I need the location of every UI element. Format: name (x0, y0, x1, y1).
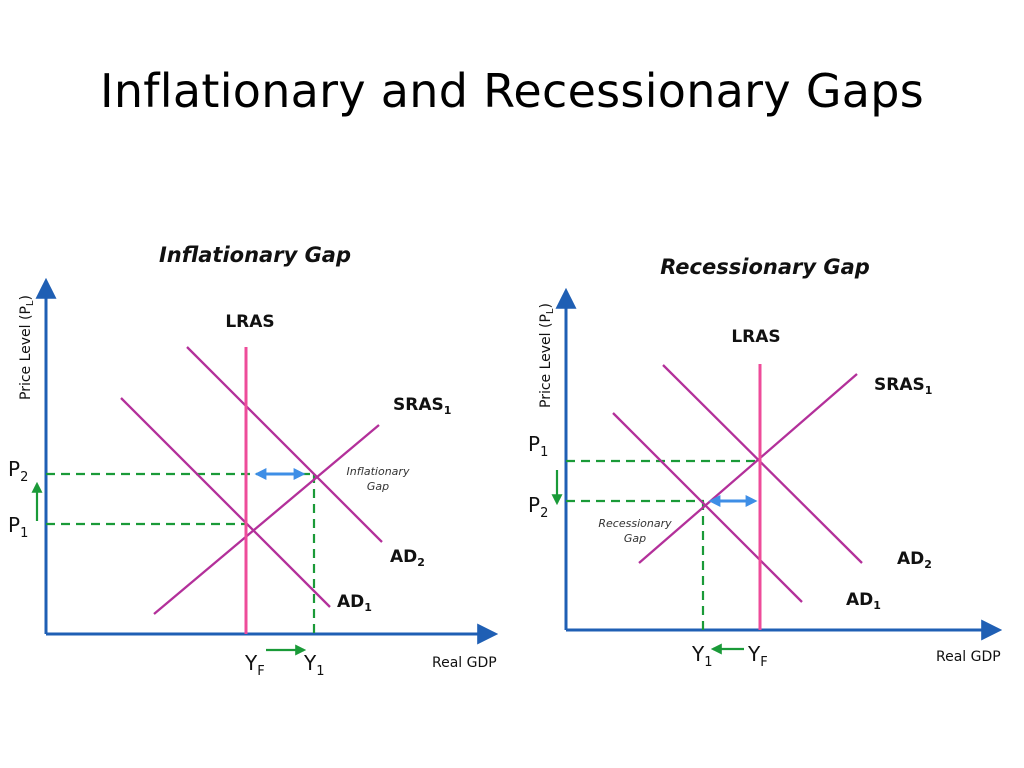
recessionary-gap-label-line1: Recessionary (598, 517, 672, 530)
recessionary-gap-panel: Recessionary Gap Price Level (PL) LRAS S… (528, 255, 1003, 670)
inflationary-ad1-label: AD1 (337, 592, 372, 614)
inflationary-ad1-curve (120, 397, 331, 608)
recessionary-lras-label: LRAS (731, 327, 780, 347)
inflationary-title: Inflationary Gap (159, 243, 351, 267)
recessionary-gap-label-line2: Gap (624, 532, 646, 545)
recessionary-yf-label: YF (747, 642, 768, 670)
recessionary-ad1-label: AD1 (846, 590, 881, 612)
inflationary-y-axis-label: Price Level (PL) (18, 295, 36, 400)
slide-title: Inflationary and Recessionary Gaps (99, 64, 925, 118)
recessionary-p1-label: P1 (528, 432, 548, 460)
recessionary-y1-label: Y1 (691, 642, 713, 670)
inflationary-lras-label: LRAS (225, 312, 274, 332)
recessionary-p2-label: P2 (528, 493, 548, 521)
inflationary-y1-label: Y1 (303, 651, 325, 679)
recessionary-ad2-curve (662, 364, 863, 564)
recessionary-y-axis-label: Price Level (PL) (538, 303, 556, 408)
inflationary-ad2-label: AD2 (390, 547, 425, 569)
inflationary-x-axis-label: Real GDP (432, 655, 497, 671)
inflationary-gap-label-line1: Inflationary (347, 465, 410, 478)
recessionary-x-axis-label: Real GDP (936, 649, 1001, 665)
inflationary-sras-curve (153, 424, 380, 615)
recessionary-sras-curve (638, 373, 858, 564)
inflationary-sras-label: SRAS1 (393, 395, 451, 417)
inflationary-ad2-curve (186, 346, 383, 543)
inflationary-gap-panel: Inflationary Gap Price Level (PL) LRAS S… (8, 243, 499, 679)
recessionary-sras-label: SRAS1 (874, 375, 932, 397)
inflationary-p1-label: P1 (8, 513, 28, 541)
inflationary-gap-label-line2: Gap (367, 480, 389, 493)
recessionary-title: Recessionary Gap (660, 255, 870, 279)
recessionary-ad1-curve (612, 412, 803, 603)
inflationary-yf-label: YF (244, 651, 265, 679)
inflationary-p2-label: P2 (8, 457, 28, 485)
recessionary-ad2-label: AD2 (897, 549, 932, 571)
